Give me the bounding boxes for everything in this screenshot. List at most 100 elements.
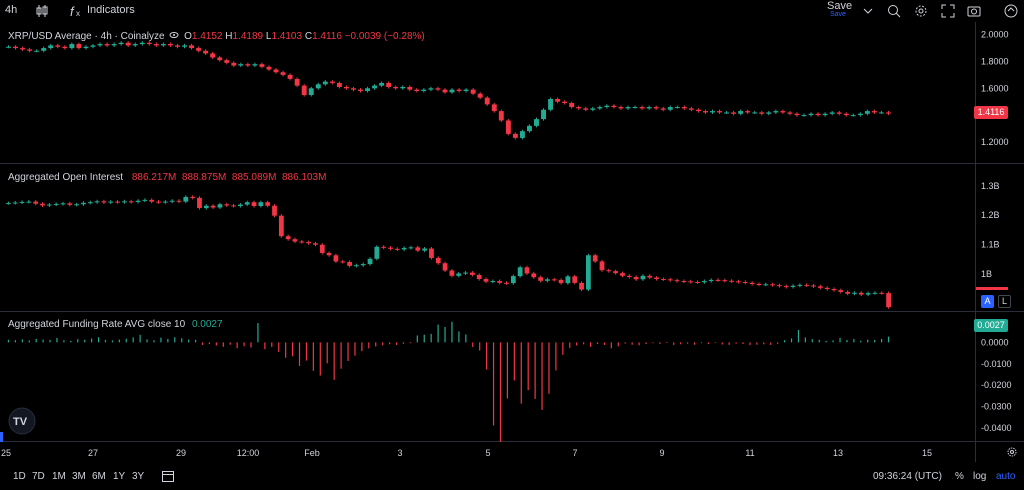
interval-button[interactable]: 4h — [5, 4, 18, 16]
y-tick-label: 1.6000 — [981, 83, 1009, 93]
indicators-button[interactable]: Indicators — [87, 4, 135, 16]
price-candle — [322, 81, 328, 85]
y-tick-label: 1.1B — [981, 239, 1000, 249]
price-candle — [794, 113, 800, 116]
auto-toggle[interactable]: auto — [996, 471, 1016, 482]
oi-candle — [101, 201, 107, 203]
price-candle — [41, 48, 47, 51]
range-1m[interactable]: 1M — [52, 471, 66, 482]
fullscreen-icon[interactable] — [940, 3, 956, 19]
oi-candle — [299, 241, 305, 243]
oi-candle — [258, 202, 264, 207]
price-candle — [695, 109, 701, 112]
oi-candle — [197, 197, 202, 209]
oi-candle — [804, 284, 810, 286]
oi-candle — [797, 284, 803, 286]
camera-icon[interactable] — [966, 3, 982, 19]
oi-candle — [558, 279, 564, 284]
oi-candle — [19, 201, 25, 203]
chart-canvas[interactable]: 2.00001.80001.60001.40001.20001.3B1.2B1.… — [0, 22, 1024, 462]
price-candle — [618, 107, 624, 109]
oi-candle — [40, 203, 45, 206]
high-value: 1.4189 — [232, 31, 264, 42]
oi-candle — [367, 258, 373, 265]
oi-candle — [647, 275, 653, 278]
y-tick-label: 1.2B — [981, 210, 1000, 220]
range-1d[interactable]: 1D — [13, 471, 26, 482]
oi-candle — [469, 272, 475, 275]
oi-candle — [394, 248, 400, 250]
calendar-icon[interactable] — [161, 469, 175, 483]
range-1y[interactable]: 1Y — [113, 471, 126, 482]
clock[interactable]: 09:36:24 (UTC) — [873, 471, 942, 482]
oi-candle — [449, 270, 455, 276]
price-candle — [787, 112, 793, 114]
price-candle — [470, 89, 476, 94]
x-tick-label: 9 — [659, 448, 664, 458]
price-candle — [653, 107, 659, 109]
oi-candle — [667, 279, 673, 281]
oi-candle — [156, 201, 161, 203]
svg-text:f: f — [70, 4, 75, 19]
percent-toggle[interactable]: % — [955, 471, 964, 482]
price-candle — [681, 107, 687, 109]
x-tick-label: 29 — [176, 448, 186, 458]
oi-candle — [149, 199, 155, 202]
range-3m[interactable]: 3M — [72, 471, 86, 482]
y-tick-label: -0.0100 — [981, 359, 1012, 369]
oi-candle — [592, 255, 598, 262]
oi-candle — [408, 247, 414, 249]
oi-candle — [620, 273, 625, 276]
range-7d[interactable]: 7D — [32, 471, 45, 482]
price-candle — [597, 107, 603, 109]
range-6m[interactable]: 6M — [92, 471, 106, 482]
oi-candle — [435, 257, 441, 264]
oi-candle — [169, 200, 175, 202]
oi-candle — [524, 267, 530, 274]
price-candle — [196, 48, 202, 51]
price-last-tag: 1.4116 — [974, 106, 1008, 119]
oi-candle — [879, 292, 885, 294]
axis-settings-icon[interactable] — [1006, 446, 1018, 458]
oi-candle — [285, 236, 291, 240]
log-toggle[interactable]: log — [973, 471, 987, 482]
oi-candle — [872, 292, 878, 294]
save-button[interactable]: Save — [827, 0, 853, 12]
oi-candle — [497, 281, 503, 283]
price-candle — [428, 88, 434, 90]
oi-candle — [415, 247, 421, 251]
oi-candle — [742, 281, 748, 283]
log-scale-button[interactable]: L — [998, 295, 1011, 308]
oi-candle — [326, 252, 332, 256]
oi-candle — [708, 279, 714, 282]
price-candle — [20, 48, 26, 50]
price-candle — [548, 99, 554, 110]
candles-type-icon[interactable] — [34, 3, 50, 19]
price-candle — [815, 113, 821, 116]
x-tick-label: 12:00 — [237, 448, 260, 458]
price-candle — [280, 72, 286, 75]
range-3y[interactable]: 3Y — [132, 471, 145, 482]
eye-icon[interactable] — [169, 31, 179, 39]
oi-candle — [770, 284, 775, 286]
price-candle — [639, 107, 645, 109]
auto-scale-button[interactable]: A — [981, 295, 994, 308]
oi-candle — [401, 247, 407, 250]
publish-icon[interactable] — [1003, 3, 1019, 19]
gear-icon[interactable] — [913, 3, 929, 19]
high-label: H — [225, 31, 233, 42]
price-candle — [118, 42, 124, 45]
price-candle — [738, 111, 744, 114]
oi-candle — [87, 202, 93, 204]
low-value: 1.4103 — [271, 31, 303, 42]
search-icon[interactable] — [886, 3, 902, 19]
price-candle — [534, 119, 539, 126]
chevron-down-icon[interactable] — [860, 3, 876, 19]
price-legend: XRP/USD Average · 4h · Coinalyze O1.4152… — [8, 31, 425, 42]
price-title: XRP/USD Average · 4h · Coinalyze — [8, 31, 165, 42]
price-candle — [203, 50, 209, 54]
price-candle — [576, 107, 582, 109]
price-candle — [871, 111, 877, 113]
price-candle — [512, 133, 518, 138]
